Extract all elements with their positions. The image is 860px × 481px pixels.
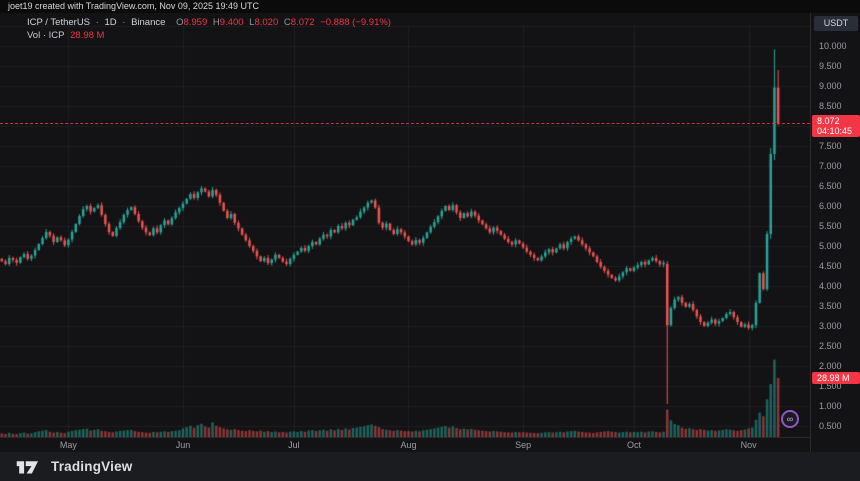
exchange-label: Binance — [131, 17, 166, 28]
price-tick-label: 4.000 — [819, 281, 842, 291]
volume-axis-badge: 28.98 M — [812, 372, 860, 384]
price-tick-label: 1.500 — [819, 381, 842, 391]
time-tick-sep: Sep — [515, 440, 532, 450]
price-tick-label: 7.500 — [819, 141, 842, 151]
time-tick-jun: Jun — [175, 440, 191, 450]
legend-main-row: ICP / TetherUS · 1D · Binance O8.959 H9.… — [27, 16, 394, 29]
high-value: 9.400 — [219, 17, 244, 28]
legend-volume-row: Vol · ICP 28.98 M — [27, 29, 394, 42]
open-value: 8.959 — [183, 17, 208, 28]
last-price-dashed-line — [0, 123, 810, 125]
candlestick-chart-canvas[interactable] — [0, 13, 810, 437]
price-tick-label: 3.000 — [819, 321, 842, 331]
price-tick-label: 1.000 — [819, 401, 842, 411]
price-tick-label: 0.500 — [819, 421, 842, 431]
currency-chip[interactable]: USDT — [814, 16, 858, 31]
price-tick-label: 5.500 — [819, 221, 842, 231]
symbol-name[interactable]: ICP / TetherUS — [27, 17, 91, 28]
time-tick-nov: Nov — [740, 440, 757, 450]
last-price-badge: 8.072 04:10:45 — [812, 115, 860, 138]
chart-legend[interactable]: ICP / TetherUS · 1D · Binance O8.959 H9.… — [27, 16, 397, 42]
legend-separator: · — [122, 17, 126, 28]
price-tick-label: 10.000 — [819, 41, 847, 51]
price-tick-label: 9.000 — [819, 81, 842, 91]
price-tick-label: 2.500 — [819, 341, 842, 351]
price-tick-label: 5.000 — [819, 241, 842, 251]
instrument-logo-badge: ∞ — [781, 410, 799, 428]
price-tick-label: 4.500 — [819, 261, 842, 271]
price-tick-label: 7.000 — [819, 161, 842, 171]
volume-value: 28.98 M — [70, 30, 105, 41]
low-value: 8.020 — [254, 17, 279, 28]
last-price-value: 8.072 — [817, 116, 840, 127]
price-tick-label: 6.000 — [819, 201, 842, 211]
price-tick-label: 3.500 — [819, 301, 842, 311]
open-label: O — [176, 17, 184, 28]
price-tick-label: 6.500 — [819, 181, 842, 191]
change-value: −0.888 (−9.91%) — [320, 17, 391, 28]
attribution-text: joet19 created with TradingView.com, Nov… — [0, 0, 860, 13]
bar-close-countdown: 04:10:45 — [817, 126, 853, 137]
icp-infinity-icon: ∞ — [786, 414, 794, 424]
price-axis[interactable]: USDT 8.072 04:10:45 28.98 M 10.50010.000… — [810, 13, 860, 452]
footer-toolbar: TradingView — [0, 452, 860, 481]
low-label: L — [249, 17, 255, 28]
time-tick-jul: Jul — [288, 440, 300, 450]
tradingview-logo-icon[interactable] — [14, 458, 44, 476]
price-tick-label: 9.500 — [819, 61, 842, 71]
time-tick-may: May — [59, 440, 77, 450]
close-label: C — [283, 17, 291, 28]
price-tick-label: 8.500 — [819, 101, 842, 111]
time-tick-oct: Oct — [626, 440, 641, 450]
close-value: 8.072 — [290, 17, 315, 28]
brand-name[interactable]: TradingView — [51, 459, 133, 474]
legend-separator: · — [95, 17, 99, 28]
volume-label[interactable]: Vol · ICP — [27, 30, 65, 41]
time-axis[interactable]: May Jun Jul Aug Sep Oct Nov — [0, 437, 810, 452]
time-tick-aug: Aug — [400, 440, 417, 450]
price-tick-label: 2.000 — [819, 361, 842, 371]
interval-label[interactable]: 1D — [104, 17, 117, 28]
high-label: H — [212, 17, 220, 28]
